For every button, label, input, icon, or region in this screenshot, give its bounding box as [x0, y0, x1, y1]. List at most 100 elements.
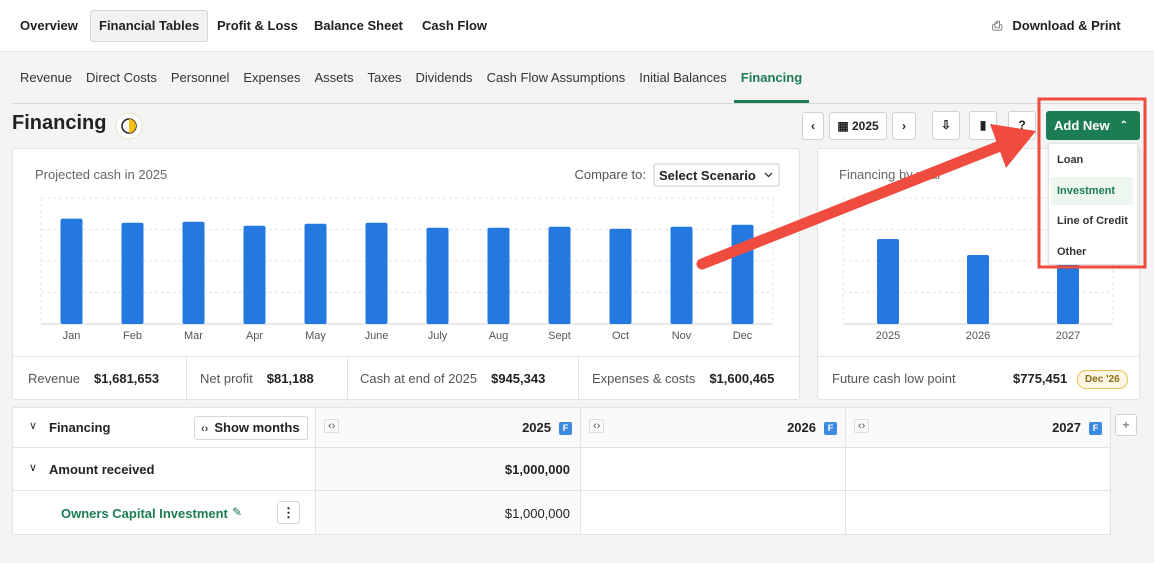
separator [347, 357, 348, 401]
value-cell [846, 491, 1111, 535]
x-tick-label: 2026 [966, 330, 990, 342]
chart-title: Financing by year [839, 167, 942, 182]
summary-label: Expenses & costs [592, 371, 696, 386]
show-months-toggle[interactable]: ‹› Show months [194, 416, 308, 440]
add-new-label: Add New [1054, 118, 1110, 133]
summary-value: $81,188 [266, 371, 314, 386]
sub-nav-tab[interactable]: Taxes [367, 70, 402, 85]
bar [548, 226, 571, 324]
financing-table: ∨ Financing ‹› Show months ‹› 2025 F ‹› 2026 F ‹› 2… [12, 407, 1111, 535]
sub-nav-tab[interactable]: Assets [314, 70, 354, 85]
year-header-cell: ‹› 2025 F [316, 408, 581, 448]
summary-item: Net profit $81,188 [200, 357, 314, 401]
sub-nav-tab[interactable]: Cash Flow Assumptions [486, 70, 626, 85]
scenario-select-label: Select Scenario [659, 168, 756, 183]
table-title: Financing [49, 420, 111, 435]
toggle-label: Show months [214, 420, 300, 435]
header-cell: ∨ Financing ‹› Show months [13, 408, 316, 448]
page-title: Financing [12, 112, 107, 134]
summary-item: Expenses & costs $1,600,465 [592, 357, 774, 401]
sub-nav-tab[interactable]: Financing [733, 52, 810, 103]
chevron: ∨ [29, 462, 38, 474]
help-button[interactable]: ? [1008, 111, 1036, 140]
dropdown-item[interactable]: Loan [1057, 154, 1084, 166]
bar [121, 222, 144, 324]
sub-nav-tab[interactable]: Dividends [415, 70, 473, 85]
future-badge: Dec '26 [1077, 370, 1128, 389]
sub-nav-tab[interactable]: Initial Balances [639, 70, 727, 85]
x-tick-label: Aug [489, 330, 509, 342]
year-header-cell: ‹› 2027 F [846, 408, 1111, 448]
bar [731, 224, 754, 324]
x-tick-label: Nov [672, 330, 692, 342]
summary-row: Revenue $1,681,653 Net profit $81,188 Cash a… [13, 356, 799, 401]
download-print[interactable]: ⎙ Download & Print [992, 10, 1121, 42]
dropdown-item[interactable]: Other [1057, 245, 1087, 258]
forecast-badge: F [1089, 422, 1102, 435]
bar [877, 238, 899, 324]
add-new-button[interactable]: Add New ⌃ [1046, 111, 1140, 140]
row-menu-button[interactable]: ⋮ [277, 501, 300, 524]
row-label[interactable]: Owners Capital Investment [61, 506, 228, 521]
cash-card: Projected cash in 2025 Compare to: Select … [12, 148, 800, 401]
year-picker[interactable]: ▦ 2025 [829, 112, 887, 140]
value-cell: $1,000,000 [316, 448, 581, 491]
x-tick-label: Mar [184, 330, 203, 342]
top-nav-tab[interactable]: Financial Tables [90, 10, 209, 42]
sub-nav-tab[interactable]: Personnel [170, 70, 230, 85]
x-tick-label: July [428, 330, 448, 342]
bar [487, 227, 510, 324]
x-tick-label: Sept [548, 330, 571, 342]
bar [304, 223, 327, 324]
print-icon: ⎙ [992, 18, 1003, 33]
top-nav-tab[interactable]: Balance Sheet [314, 18, 403, 33]
year-label: 2027 [1052, 420, 1081, 435]
bar [182, 221, 205, 324]
bar [60, 218, 83, 324]
top-nav-tab[interactable]: Profit & Loss [217, 18, 298, 33]
expand-icon: ‹› [324, 419, 340, 433]
summary-item: Cash at end of 2025 $945,343 [360, 357, 545, 401]
year-label: 2025 [522, 420, 551, 435]
future-value: $775,451 [1013, 371, 1068, 386]
sub-nav: Revenue Direct Costs Personnel Expenses Asse… [12, 52, 1140, 104]
chevron: ∨ [29, 420, 38, 432]
x-tick-label: Apr [246, 330, 263, 342]
edit-icon: ✎ [232, 505, 243, 519]
year-label-wrap: 2026 F [787, 420, 837, 435]
year-label-wrap: 2027 F [1052, 420, 1102, 435]
chart-button[interactable]: ▮ [969, 111, 997, 140]
add-column-button[interactable]: + [1115, 414, 1137, 436]
x-tick-label: May [305, 330, 326, 342]
x-tick-label: 2025 [876, 330, 900, 342]
row-label-cell: ∨ Amount received [13, 448, 316, 491]
future-label: Future cash low point [832, 371, 956, 386]
prev-year-button[interactable]: ‹ [802, 112, 824, 140]
row-label-cell: Owners Capital Investment ✎ ⋮ [13, 491, 316, 535]
summary-label: Cash at end of 2025 [360, 371, 478, 386]
next-year-button[interactable]: › [892, 112, 916, 140]
sub-nav-tab[interactable]: Direct Costs [86, 70, 157, 85]
compare-label: Compare to: [574, 167, 646, 182]
x-tick-label: June [365, 330, 389, 342]
top-nav-tab[interactable]: Overview [20, 18, 78, 33]
row-label: Amount received [49, 462, 155, 477]
year-label: 2026 [787, 420, 816, 435]
sub-nav-tab[interactable]: Expenses [243, 70, 301, 85]
expand-icon: ‹› [854, 419, 870, 433]
export-button[interactable]: ⇩ [932, 111, 960, 140]
dropdown-item[interactable]: Investment [1051, 176, 1133, 205]
year-label-wrap: 2025 F [522, 420, 572, 435]
x-tick-label: Dec [733, 330, 753, 342]
sub-nav-tab[interactable]: Revenue [20, 70, 73, 85]
summary-value: $1,681,653 [94, 371, 160, 386]
x-tick-label: Jan [63, 330, 81, 342]
top-nav-tab[interactable]: Cash Flow [422, 18, 488, 33]
year-header-cell: ‹› 2026 F [581, 408, 846, 448]
download-label: Download & Print [1012, 18, 1121, 33]
status-icon [115, 112, 143, 140]
summary-label: Net profit [200, 371, 253, 386]
summary-label: Revenue [28, 371, 81, 386]
dropdown-item[interactable]: Line of Credit [1057, 215, 1128, 227]
